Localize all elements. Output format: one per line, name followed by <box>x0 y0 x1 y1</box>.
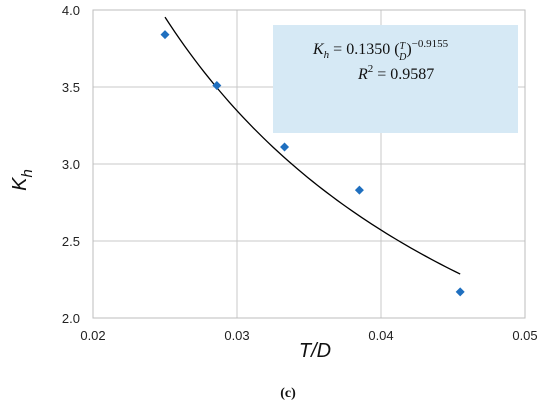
data-point <box>280 142 290 152</box>
x-tick-label: 0.03 <box>224 328 249 343</box>
y-axis-title: Kh <box>9 169 36 191</box>
data-point <box>160 30 170 40</box>
y-tick-label: 3.0 <box>62 157 80 172</box>
plot-frame <box>92 9 526 319</box>
x-tick-labels: 0.02 0.03 0.04 0.05 <box>80 328 537 343</box>
y-tick-label: 2.5 <box>62 234 80 249</box>
data-point <box>212 80 222 90</box>
fit-equation: Kh = 0.1350 (T D)−0.9155 <box>312 38 449 63</box>
panel-caption: (c) <box>280 386 296 401</box>
y-tick-label: 4.0 <box>62 3 80 18</box>
equation-box <box>273 25 518 133</box>
data-points <box>160 30 465 297</box>
y-tick-label: 3.5 <box>62 80 80 95</box>
y-tick-label: 2.0 <box>62 311 80 326</box>
x-axis-title: T/D <box>299 340 331 362</box>
data-point <box>455 287 465 297</box>
data-point <box>354 185 364 195</box>
plot-area-border <box>92 9 526 319</box>
x-tick-label: 0.02 <box>80 328 105 343</box>
r-squared: R2 = 0.9587 <box>357 63 434 83</box>
x-tick-label: 0.04 <box>368 328 393 343</box>
y-tick-labels: 2.0 2.5 3.0 3.5 4.0 <box>62 3 80 326</box>
svg-text:Kh: Kh <box>9 169 36 191</box>
x-tick-label: 0.05 <box>512 328 537 343</box>
